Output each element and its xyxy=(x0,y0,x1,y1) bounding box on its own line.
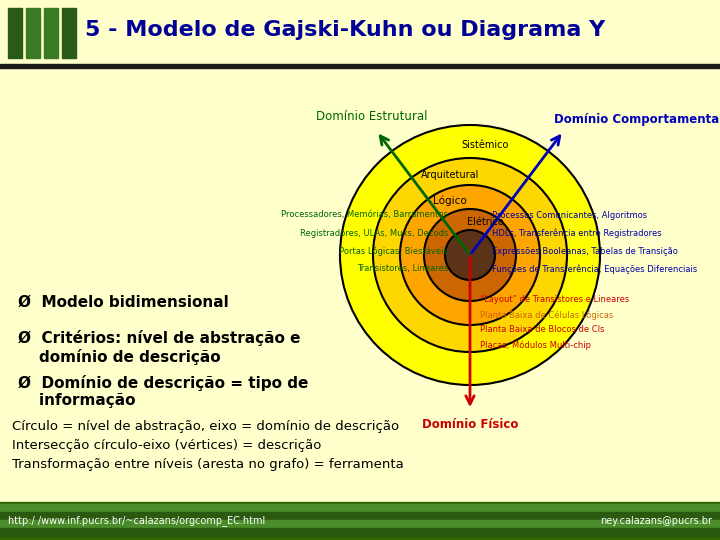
Text: Planta Baixa de Blocos de CIs: Planta Baixa de Blocos de CIs xyxy=(480,326,605,334)
Text: Ø  Modelo bidimensional: Ø Modelo bidimensional xyxy=(18,295,229,310)
Circle shape xyxy=(424,209,516,301)
Circle shape xyxy=(445,230,495,280)
Text: http:/ /www.inf.pucrs.br/~calazans/orgcomp_EC.html: http:/ /www.inf.pucrs.br/~calazans/orgco… xyxy=(8,516,265,526)
Text: 5 - Modelo de Gajski-Kuhn ou Diagrama Y: 5 - Modelo de Gajski-Kuhn ou Diagrama Y xyxy=(85,20,606,40)
Bar xyxy=(62,8,76,58)
Circle shape xyxy=(400,185,540,325)
Circle shape xyxy=(340,125,600,385)
Text: HDLs, Transferência entre Registradores: HDLs, Transferência entre Registradores xyxy=(492,228,662,238)
Bar xyxy=(8,8,22,58)
Text: Processos Comunicantes, Algoritmos: Processos Comunicantes, Algoritmos xyxy=(492,211,647,219)
Circle shape xyxy=(373,158,567,352)
Text: Domínio Comportamental: Domínio Comportamental xyxy=(554,113,720,126)
Text: Planta Baixa de Células Lógicas: Planta Baixa de Células Lógicas xyxy=(480,310,613,320)
Text: Lógico: Lógico xyxy=(433,195,467,206)
Text: Domínio Físico: Domínio Físico xyxy=(422,418,518,431)
Text: Arquitetural: Arquitetural xyxy=(420,170,480,180)
Bar xyxy=(26,8,40,58)
Text: Portas Lógicas, Biestáveis: Portas Lógicas, Biestáveis xyxy=(339,246,448,256)
Text: Ø  Domínio de descrição = tipo de
    informação: Ø Domínio de descrição = tipo de informa… xyxy=(18,375,308,408)
Text: Círculo = nível de abstração, eixo = domínio de descrição
Intersecção círculo-ei: Círculo = nível de abstração, eixo = dom… xyxy=(12,420,404,471)
Text: Processadores, Memórias, Barramentos: Processadores, Memórias, Barramentos xyxy=(281,211,448,219)
Bar xyxy=(0,502,720,540)
Text: Sistêmico: Sistêmico xyxy=(462,140,509,150)
Bar xyxy=(0,528,720,536)
Bar xyxy=(0,64,720,68)
Text: Ø  Critérios: nível de abstração e
    domínio de descrição: Ø Critérios: nível de abstração e domíni… xyxy=(18,330,300,364)
Text: “Layout” de Transistores e Lineares: “Layout” de Transistores e Lineares xyxy=(480,295,629,305)
Text: Placas, Módulos Multi-chip: Placas, Módulos Multi-chip xyxy=(480,340,591,350)
Bar xyxy=(0,520,720,528)
Bar xyxy=(0,504,720,512)
Text: Funções de Transferência, Equações Diferenciais: Funções de Transferência, Equações Difer… xyxy=(492,264,697,274)
Text: Domínio Estrutural: Domínio Estrutural xyxy=(316,110,428,123)
Bar xyxy=(0,512,720,520)
Bar xyxy=(44,8,58,58)
Text: Expressões Booleanas, Tabelas de Transição: Expressões Booleanas, Tabelas de Transiç… xyxy=(492,246,678,255)
Text: Registradores, ULAs, Muxs, Decods: Registradores, ULAs, Muxs, Decods xyxy=(300,228,448,238)
Text: ney.calazans@pucrs.br: ney.calazans@pucrs.br xyxy=(600,516,712,526)
Text: Elétrico: Elétrico xyxy=(467,217,503,227)
Text: Transistores, Lineares: Transistores, Lineares xyxy=(356,265,448,273)
